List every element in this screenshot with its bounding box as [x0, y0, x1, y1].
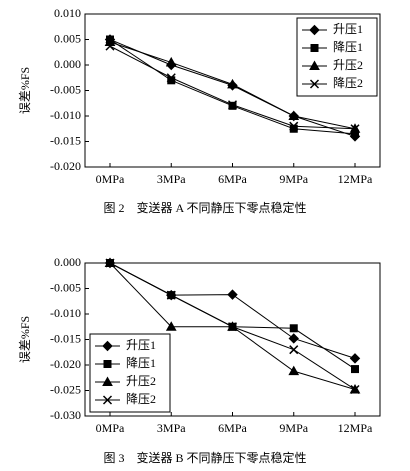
data-point [166, 290, 176, 300]
x-tick-label: 6MPa [218, 172, 247, 186]
legend-marker [102, 376, 113, 386]
legend-label: 升压1 [333, 22, 363, 36]
x-tick-label: 9MPa [279, 172, 308, 186]
y-tick-label: -0.010 [50, 108, 81, 122]
y-axis-label: 误差%FS [18, 67, 32, 114]
data-point [165, 321, 177, 331]
y-tick-label: -0.015 [50, 133, 81, 147]
y-tick-label: 0.000 [54, 255, 81, 269]
data-point [288, 110, 300, 120]
legend-label: 升压1 [126, 338, 156, 352]
data-point [227, 78, 238, 89]
legend-label: 降压1 [126, 356, 156, 370]
data-point [288, 365, 300, 376]
y-axis-label: 误差%FS [18, 316, 32, 363]
data-point [105, 258, 115, 268]
y-tick-label: -0.030 [50, 408, 81, 422]
x-tick-label: 3MPa [157, 172, 186, 186]
y-tick-label: 0.000 [54, 57, 81, 71]
legend-label: 升压2 [126, 374, 156, 388]
data-point [165, 56, 177, 67]
x-tick-label: 6MPa [218, 421, 247, 435]
data-point [289, 324, 298, 333]
data-point [349, 353, 361, 364]
data-point [105, 41, 115, 51]
x-tick-label: 9MPa [279, 421, 308, 435]
legend-label: 降压1 [333, 40, 363, 54]
legend-marker [309, 79, 320, 89]
x-tick-label: 12MPa [338, 421, 373, 435]
y-tick-label: -0.020 [50, 357, 81, 371]
caption: 图 3 变送器 B 不同静压下零点稳定性 [103, 450, 306, 465]
legend-marker [309, 24, 320, 36]
x-tick-label: 12MPa [338, 172, 373, 186]
y-tick-label: -0.010 [50, 306, 81, 320]
data-point [350, 384, 360, 395]
caption: 图 2 变送器 A 不同静压下零点稳定性 [103, 200, 306, 215]
data-point [166, 73, 176, 83]
x-tick-label: 0MPa [96, 421, 125, 435]
x-tick-label: 3MPa [157, 421, 186, 435]
legend-marker [309, 60, 320, 70]
y-tick-label: -0.005 [50, 280, 81, 294]
legend-label: 降压2 [333, 76, 363, 90]
data-point [289, 345, 299, 355]
y-tick-label: -0.015 [50, 331, 81, 345]
data-point [351, 365, 359, 374]
data-point [350, 124, 360, 134]
legend-marker [310, 44, 319, 52]
legend-marker [103, 360, 112, 368]
y-tick-label: 0.010 [54, 6, 81, 20]
y-tick-label: -0.020 [50, 159, 81, 173]
y-tick-label: 0.005 [54, 31, 81, 45]
x-tick-label: 0MPa [96, 172, 125, 186]
legend-marker [102, 395, 113, 405]
legend-label: 升压2 [333, 58, 363, 72]
data-point [227, 289, 238, 300]
data-point [227, 100, 238, 110]
legend-marker [102, 340, 113, 352]
data-point [289, 121, 299, 131]
y-tick-label: -0.005 [50, 82, 81, 96]
data-point [227, 322, 238, 332]
legend-label: 降压2 [126, 392, 156, 406]
data-point [288, 333, 299, 344]
y-tick-label: -0.025 [50, 382, 81, 396]
